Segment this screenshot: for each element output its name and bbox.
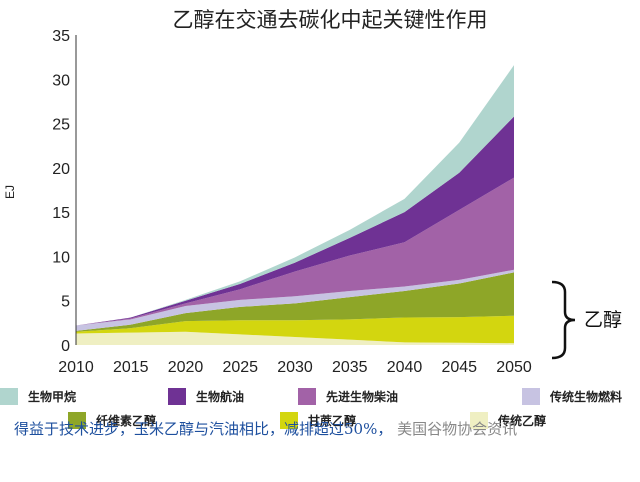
- legend-label: 生物甲烷: [28, 389, 76, 404]
- watermark-text: 美国谷物协会资讯: [397, 420, 518, 438]
- x-tick-label: 2040: [387, 359, 423, 376]
- y-tick-label: 20: [52, 161, 70, 178]
- area-layers: [76, 65, 514, 345]
- legend-swatch: [168, 388, 186, 405]
- chart-title: 乙醇在交通去碳化中起关键性作用: [173, 8, 488, 32]
- y-tick-label: 10: [52, 249, 70, 266]
- x-tick-label: 2050: [496, 359, 532, 376]
- legend-label: 生物航油: [196, 389, 244, 404]
- x-tick-label: 2045: [441, 359, 477, 376]
- area-6: [76, 116, 514, 326]
- y-tick-label: 25: [52, 117, 70, 134]
- legend-swatch: [298, 388, 316, 405]
- y-tick-label: 15: [52, 205, 70, 222]
- area-4: [76, 269, 514, 331]
- ethanol-label: 乙醇: [584, 309, 622, 331]
- caption: 得益于技术进步，玉米乙醇与汽油相比，减排超过50%， 美国谷物协会资讯: [14, 418, 517, 439]
- legend-swatch: [68, 412, 86, 429]
- x-tick-label: 2025: [222, 359, 258, 376]
- y-axis-label: EJ: [3, 185, 17, 199]
- legend-swatch: [522, 388, 540, 405]
- x-tick-label: 2035: [332, 359, 368, 376]
- x-tick-label: 2010: [58, 359, 94, 376]
- x-tick-label: 2030: [277, 359, 313, 376]
- x-tick-label: 2015: [113, 359, 149, 376]
- legend-label: 纤维素乙醇: [96, 413, 156, 428]
- area-7: [76, 65, 514, 326]
- area-3: [76, 272, 514, 332]
- legend-swatch: [280, 412, 298, 429]
- legend-swatch: [470, 412, 488, 429]
- brace-icon: [551, 280, 576, 360]
- y-tick-label: 0: [61, 338, 70, 355]
- legend-label: 传统乙醇: [497, 413, 546, 428]
- caption-text: 得益于技术进步，玉米乙醇与汽油相比，减排超过50%，: [14, 420, 393, 438]
- area-1: [76, 331, 514, 345]
- legend-label: 先进生物柴油: [326, 389, 398, 404]
- legend-swatch: [0, 388, 18, 405]
- legend-label: 甘蔗乙醇: [308, 413, 356, 428]
- area-2: [76, 315, 514, 344]
- y-tick-label: 5: [61, 294, 70, 311]
- x-tick-label: 2020: [168, 359, 204, 376]
- ethanol-brace: 乙醇: [551, 280, 622, 360]
- y-tick-label: 30: [52, 72, 70, 89]
- y-tick-label: 35: [52, 28, 70, 45]
- area-5: [76, 177, 514, 326]
- legend-label: 传统生物燃料: [549, 389, 622, 404]
